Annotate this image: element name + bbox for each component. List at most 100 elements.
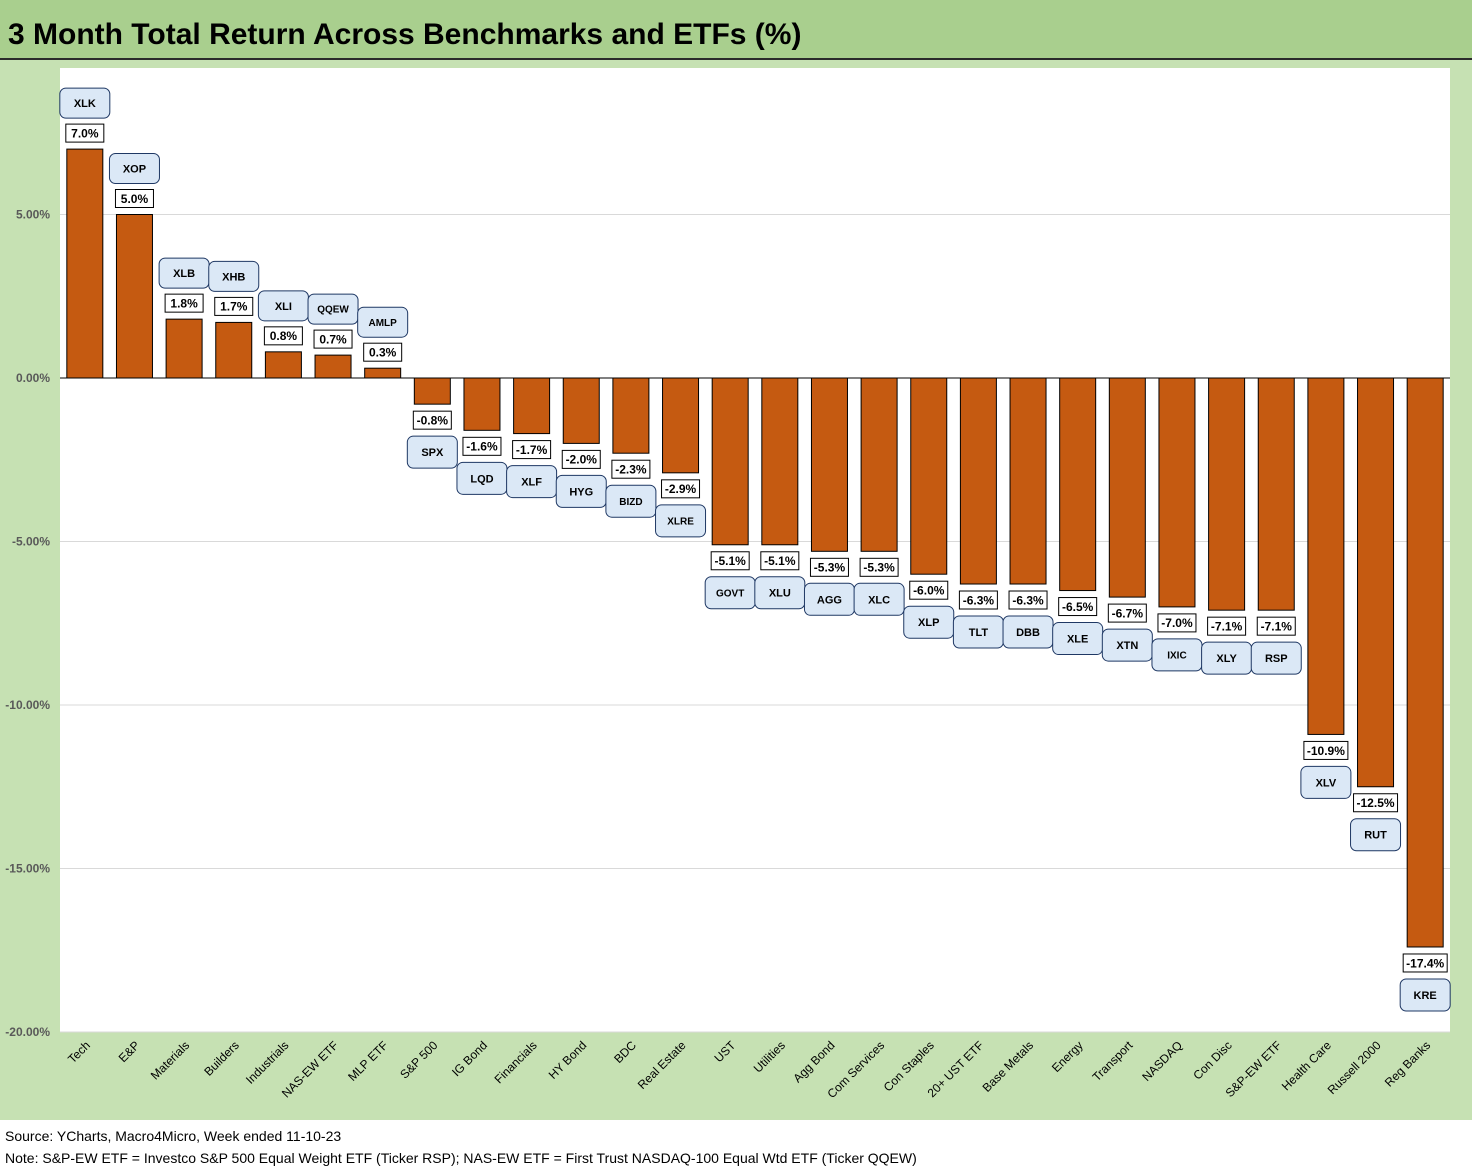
bar-xly [1208,377,1246,611]
data-label: -2.3% [615,463,647,477]
ticker-label: AGG [817,594,842,606]
data-label-box [1402,953,1448,973]
ticker-label: XLP [918,617,939,629]
ticker-label-box [108,153,160,184]
bar-tlt [959,377,997,585]
x-tick-label: NASDAQ [1139,1038,1185,1084]
data-label: -1.6% [466,440,498,454]
data-label-box [760,551,800,571]
bar-xlu [761,377,799,546]
ticker-label: XLF [521,477,542,489]
x-tick-label: Transport [1090,1038,1136,1084]
data-label: -5.3% [814,561,846,575]
ticker-label: XTN [1116,640,1138,652]
data-label-box [661,479,701,499]
bar-ixic [1158,377,1196,608]
data-label-box [462,436,502,456]
data-label-box [1353,793,1399,813]
data-label: -7.0% [1161,616,1193,630]
data-label-box [1256,616,1296,636]
x-tick-label: Financials [492,1038,540,1086]
data-label-box [859,557,899,577]
x-tick-label: E&P [116,1038,143,1065]
ticker-label: XLI [275,301,292,313]
data-label: 1.8% [170,296,198,310]
x-tick-label: UST [711,1038,738,1065]
ticker-label: XLK [74,98,96,110]
data-label-box [1157,613,1197,633]
ticker-label: BIZD [619,497,642,508]
ticker-label-box [59,87,111,119]
ticker-label: XLV [1316,777,1337,789]
data-label-box [710,551,750,571]
ticker-label-box [1250,641,1302,675]
bar-xlf [513,377,551,435]
ticker-label: XLB [173,268,195,280]
x-tick-label: Reg Banks [1382,1038,1433,1089]
data-label: 0.7% [319,332,347,346]
ticker-label: XLC [868,594,890,606]
data-label-box [512,440,552,460]
data-label-box [164,293,204,313]
data-label-box [1107,603,1147,623]
ticker-label: TLT [969,627,989,639]
y-tick-label: 5.00% [16,208,50,222]
data-label-box [909,580,949,600]
ticker-note: Note: S&P-EW ETF = Investco S&P 500 Equa… [5,1150,917,1166]
bar-amlp [364,367,402,379]
x-tick-label: Base Metals [980,1038,1037,1095]
ticker-label-box [1399,978,1451,1012]
source-note: Source: YCharts, Macro4Micro, Week ended… [5,1128,342,1144]
y-tick-label: 0.00% [16,371,50,385]
ticker-label-box [357,306,409,338]
chart-title: 3 Month Total Return Across Benchmarks a… [8,18,802,51]
ticker-label: XLRE [667,516,694,527]
y-tick-label: -20.00% [5,1025,50,1039]
bar-xlb [165,318,203,379]
footer: Source: YCharts, Macro4Micro, Week ended… [0,1120,1472,1176]
bar-xlre [662,377,700,474]
bar-qqew [314,354,352,379]
ticker-label: KRE [1414,990,1437,1002]
bar-spx [413,377,451,405]
bar-xlp [910,377,948,575]
ticker-label: RUT [1364,830,1387,842]
data-label-box [1303,740,1349,760]
bar-kre [1406,377,1444,948]
ticker-label-box [1350,818,1402,852]
ticker-label: XHB [222,271,245,283]
data-label-box [313,329,353,349]
x-tick-label: Utilities [751,1038,788,1075]
data-label: 0.8% [270,329,298,343]
ticker-label: DBB [1016,627,1040,639]
bar-dbb [1009,377,1047,585]
data-label-box [611,459,651,479]
data-label-box [363,342,403,362]
bar-xhb [215,321,253,379]
ticker-label: IXIC [1167,651,1186,662]
data-label: -7.1% [1211,619,1243,633]
x-tick-label: Agg Bond [790,1038,837,1085]
bar-govt [711,377,749,546]
data-label: -6.0% [913,584,945,598]
data-label: -1.7% [516,443,548,457]
data-label: -2.0% [566,453,598,467]
bar-agg [810,377,848,552]
bar-chart: 5.00% 0.00% -5.00% -10.00% -15.00% -20.00% 7.0… [5,68,1451,1101]
data-label-box [263,326,303,346]
chart-frame: 5.00% 0.00% -5.00% -10.00% -15.00% -20.00% 7.0… [0,60,1472,1120]
data-label: -17.4% [1406,956,1444,970]
data-label: -12.5% [1357,796,1395,810]
bar-xop [115,214,153,379]
x-tick-label: IG Bond [449,1038,490,1079]
data-label: -2.9% [665,482,697,496]
ticker-label-box [605,484,657,518]
ticker-label-box [307,293,359,325]
data-label: -0.8% [417,413,449,427]
data-label: -5.3% [863,561,895,575]
x-tick-label: BDC [611,1038,639,1066]
data-label: -6.5% [1062,600,1094,614]
ticker-label-box [853,582,905,616]
x-tick-label: Con Disc [1190,1038,1234,1082]
ticker-label-box [208,260,260,292]
